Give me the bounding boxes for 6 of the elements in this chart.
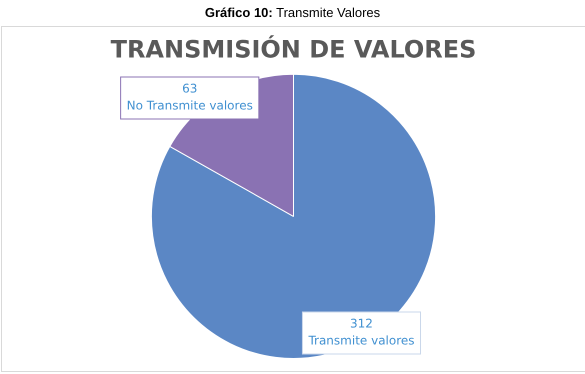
- data-label: 63: [182, 82, 198, 96]
- text: Gráfico 10: Transmite Valores: [204, 5, 380, 20]
- chart-title: TRANSMISIÓN DE VALORES: [110, 34, 476, 64]
- slice-label: No Transmite valores: [126, 98, 253, 113]
- slice-label: Transmite valores: [307, 334, 415, 348]
- data-label: 312: [350, 316, 373, 331]
